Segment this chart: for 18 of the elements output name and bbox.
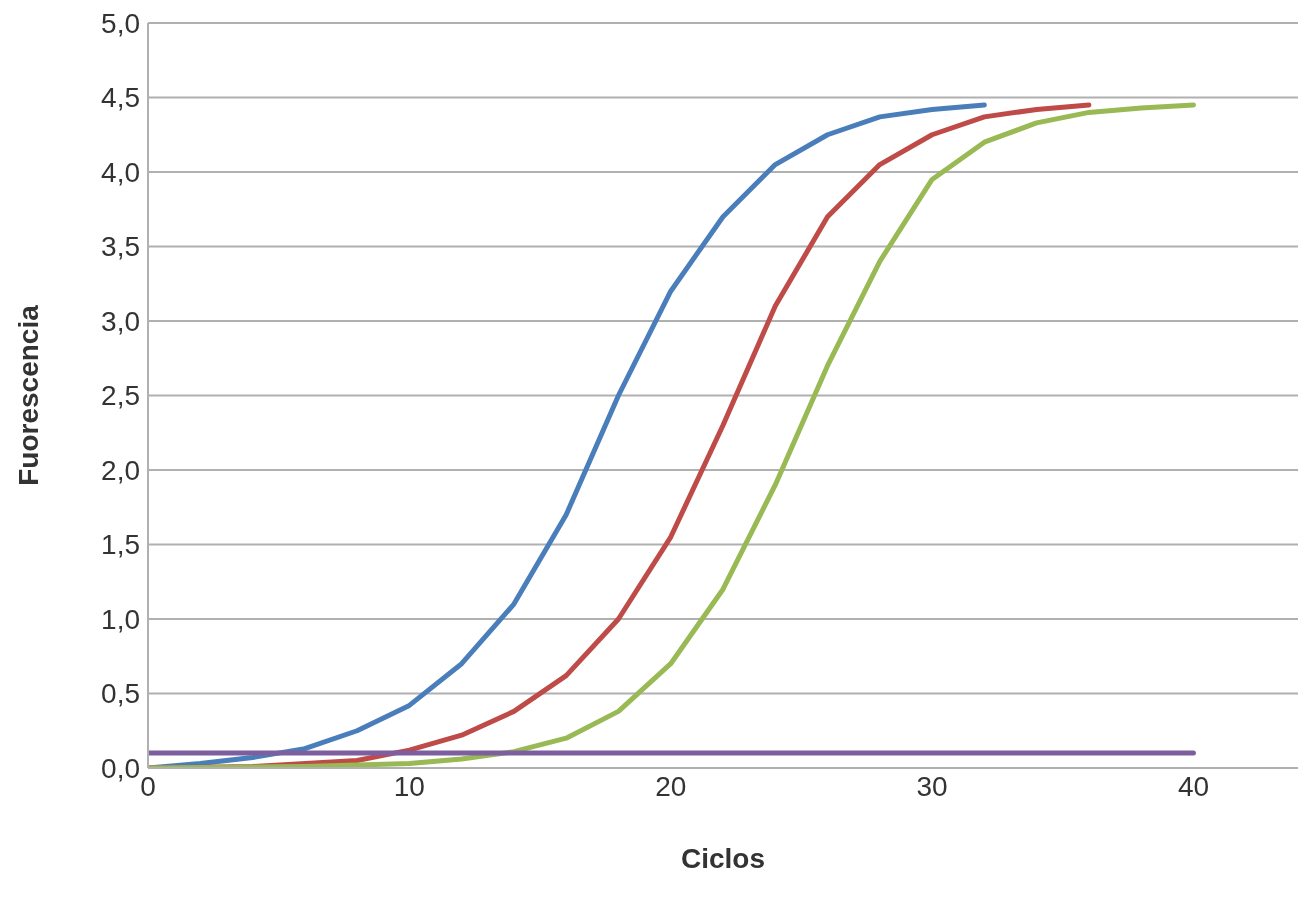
y-tick-label: 3,5	[101, 231, 140, 263]
y-tick-label: 1,5	[101, 529, 140, 561]
x-tick-label: 20	[655, 770, 687, 802]
y-tick-label: 4,5	[101, 82, 140, 114]
y-tick-label: 2,0	[101, 454, 140, 486]
y-tick-label: 5,0	[101, 7, 140, 39]
y-tick-label: 1,0	[101, 603, 140, 635]
y-tick-label: 4,0	[101, 156, 140, 188]
y-tick-label: 0,0	[101, 752, 140, 784]
y-tick-label: 2,5	[101, 380, 140, 412]
x-axis-title: Ciclos	[680, 843, 766, 874]
x-tick-label: 10	[393, 770, 425, 802]
x-tick-label: 0	[140, 770, 156, 802]
y-axis-title: Fuorescencia	[12, 304, 44, 486]
y-tick-label: 0,5	[101, 678, 140, 710]
y-tick-label: 3,0	[101, 305, 140, 337]
x-tick-label: 30	[916, 770, 948, 802]
x-tick-label: 40	[1177, 770, 1210, 802]
